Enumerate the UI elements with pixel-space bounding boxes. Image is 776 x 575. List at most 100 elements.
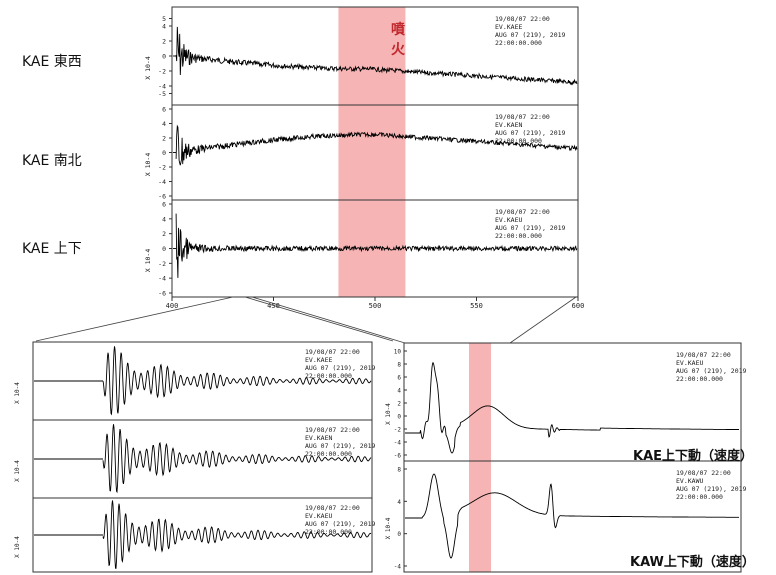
zoom-connector-3 — [251, 296, 406, 344]
main-row3-header-line-4: 22:00:00.000 — [495, 232, 542, 240]
zoom-left-row2-header-line-1: 19/08/07 22:00 — [305, 426, 360, 434]
zoom-left-row1-ylabel: X 10-4 — [14, 382, 21, 404]
eruption-label-1: 噴 — [391, 21, 406, 38]
main-x-tick-label-400: 400 — [166, 302, 179, 310]
zoom-right-row2-header-line-4: 22:00:00.000 — [676, 493, 723, 501]
zoom-right-row1-y-tick-label: 4 — [397, 388, 401, 395]
zoom-right-row1-y-tick-label: 10 — [394, 349, 402, 356]
zoom-connector-1 — [35, 296, 234, 342]
zoom-left-row2-header-line-3: AUG 07 (219), 2019 — [305, 442, 376, 450]
zoom-left-row2-ylabel: X 10-4 — [14, 460, 21, 482]
main-row3-y-tick-label: 6 — [162, 201, 166, 209]
zoom-right-row2-header-line-3: AUG 07 (219), 2019 — [676, 485, 747, 493]
main-row1-y-tick-label: -5 — [158, 90, 166, 98]
main-row1-y-tick-label: 0 — [162, 53, 166, 61]
zoom-left-frame — [32, 341, 373, 573]
main-row3-y-tick-label: 2 — [162, 230, 166, 238]
zoom-right-row1-y-tick-label: -2 — [394, 427, 402, 434]
main-row2-y-tick-label: 4 — [162, 120, 166, 128]
label-kae-ud-velocity: KAE上下動（速度） — [633, 449, 754, 464]
zoom-left-row2-trace — [102, 424, 372, 494]
main-row2-y-tick-label: 0 — [162, 149, 166, 157]
main-row1-header-line-3: AUG 07 (219), 2019 — [495, 31, 566, 39]
main-row3-y-tick-label: -2 — [158, 260, 166, 268]
zoom-right-kaw-trace — [405, 473, 739, 559]
zoom-right-row1-y-tick-label: -6 — [394, 453, 402, 460]
zoom-right-row1-header-line-4: 22:00:00.000 — [676, 375, 723, 383]
main-row2-header-line-3: AUG 07 (219), 2019 — [495, 129, 566, 137]
zoom-right-row2-y-tick-label: 0 — [397, 531, 401, 538]
zoom-right-row2-header-line-2: EV.KAWU — [676, 477, 703, 485]
zoom-left-row3-header-line-2: EV.KAEU — [305, 512, 332, 520]
zoom-right-frame — [403, 342, 742, 573]
main-row2-y-tick-label: -2 — [158, 164, 166, 172]
main-row3-y-tick-label: -6 — [158, 290, 166, 298]
main-row2-header-line-4: 22:00:00.000 — [495, 137, 542, 145]
main-row1-y-tick-label: 4 — [162, 23, 166, 31]
main-row2-header-line-1: 19/08/07 22:00 — [495, 113, 550, 121]
zoom-left-row3-header-line-4: 22:00:00.000 — [305, 528, 352, 536]
label-kae-east-west: KAE 東西 — [22, 54, 82, 70]
main-row1-ylabel: X 10-4 — [144, 56, 152, 80]
zoom-right-row1-header-line-1: 19/08/07 22:00 — [676, 351, 731, 359]
zoom-right-row2-header-line-1: 19/08/07 22:00 — [676, 469, 731, 477]
zoom-left-row1-header-line-3: AUG 07 (219), 2019 — [305, 364, 376, 372]
zoom-left-row1-header-line-1: 19/08/07 22:00 — [305, 348, 360, 356]
zoom-left-row2-header-line-2: EV.KAEN — [305, 434, 332, 442]
zoom-left-row1-header-line-4: 22:00:00.000 — [305, 372, 352, 380]
zoom-right-row2-y-tick-label: 4 — [397, 499, 401, 506]
main-x-tick-label-550: 550 — [470, 302, 483, 310]
main-x-tick-label-500: 500 — [369, 302, 382, 310]
main-row2-y-tick-label: 6 — [162, 106, 166, 114]
main-row3-header-line-1: 19/08/07 22:00 — [495, 208, 550, 216]
label-kaw-ud-velocity: KAW上下動（速度） — [630, 555, 755, 570]
label-kae-up-down: KAE 上下 — [22, 241, 82, 257]
main-row1-trace — [175, 26, 578, 86]
main-row1-header-line-2: EV.KAEE — [495, 23, 522, 31]
main-row1-y-tick-label: -2 — [158, 68, 166, 76]
zoom-right-row2-ylabel: X 10-4 — [385, 517, 392, 539]
zoom-connector-2 — [244, 296, 394, 342]
zoom-right-row2-y-tick-label: 8 — [397, 467, 401, 474]
main-row1-y-tick-label: -4 — [158, 83, 166, 91]
zoom-right-row1-y-tick-label: 6 — [397, 375, 401, 382]
zoom-right-row1-header-line-3: AUG 07 (219), 2019 — [676, 367, 747, 375]
main-row2-y-tick-label: -6 — [158, 193, 166, 201]
zoom-left-row1-header-line-2: EV.KAEE — [305, 356, 332, 364]
zoom-right-row1-y-tick-label: 8 — [397, 362, 401, 369]
main-row2-y-tick-label: -4 — [158, 178, 166, 186]
zoom-right-row1-ylabel: X 10-4 — [385, 403, 392, 425]
label-kae-north-south: KAE 南北 — [22, 153, 82, 169]
main-row3-header-line-3: AUG 07 (219), 2019 — [495, 224, 566, 232]
zoom-connector-4 — [509, 296, 577, 344]
main-row3-ylabel: X 10-4 — [144, 249, 152, 273]
main-row1-header-line-4: 22:00:00.000 — [495, 39, 542, 47]
main-row2-y-tick-label: 2 — [162, 135, 166, 143]
zoom-right-row1-y-tick-label: 2 — [397, 401, 401, 408]
main-row3-y-tick-label: -4 — [158, 275, 166, 283]
main-x-tick-label-600: 600 — [572, 302, 585, 310]
zoom-right-row1-y-tick-label: -4 — [394, 440, 402, 447]
main-x-tick-label-450: 450 — [267, 302, 280, 310]
main-row1-header-line-1: 19/08/07 22:00 — [495, 15, 550, 23]
main-row1-y-tick-label: 5 — [162, 15, 166, 23]
eruption-label-2: 火 — [391, 42, 406, 58]
main-row2-header-line-2: EV.KAEN — [495, 121, 522, 129]
main-row3-y-tick-label: 0 — [162, 245, 166, 253]
zoom-left-row3-ylabel: X 10-4 — [14, 536, 21, 558]
main-row2-ylabel: X 10-4 — [144, 153, 152, 177]
zoom-right-row1-y-tick-label: 0 — [397, 414, 401, 421]
main-row1-y-tick-label: 2 — [162, 38, 166, 46]
zoom-left-row3-header-line-1: 19/08/07 22:00 — [305, 504, 360, 512]
zoom-right-row1-header-line-2: EV.KAEU — [676, 359, 703, 367]
zoom-right-kae-trace — [405, 361, 739, 454]
main-row3-y-tick-label: 4 — [162, 215, 166, 223]
zoom-left-row3-header-line-3: AUG 07 (219), 2019 — [305, 520, 376, 528]
zoom-right-row2-y-tick-label: -4 — [394, 564, 402, 571]
main-row3-header-line-2: EV.KAEU — [495, 216, 522, 224]
main-row2-trace — [175, 124, 578, 166]
zoom-left-row2-header-line-4: 22:00:00.000 — [305, 450, 352, 458]
zoom-left-row1-trace — [102, 346, 372, 416]
zoom-right-highlight-band — [469, 343, 491, 572]
